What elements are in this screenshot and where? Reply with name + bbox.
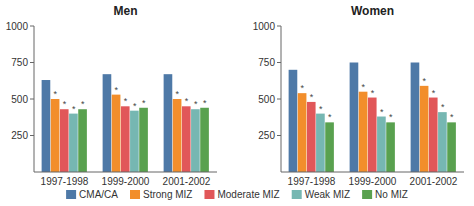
annotation: *: [72, 104, 76, 114]
bar: [191, 109, 200, 172]
legend-swatch: [66, 190, 76, 199]
legend-swatch: [204, 190, 214, 199]
bar: [182, 106, 191, 172]
bar: [420, 86, 429, 172]
y-tick-label: 1000: [6, 21, 29, 32]
bar: [130, 111, 139, 172]
bar: [200, 108, 209, 172]
annotation: *: [389, 112, 393, 122]
legend: CMA/CA Strong MIZ Moderate MIZ Weak MIZ No M…: [66, 189, 408, 200]
legend-label: Weak MIZ: [305, 189, 350, 200]
annotation: *: [423, 76, 427, 86]
legend-label: No MIZ: [375, 189, 408, 200]
legend-label: CMA/CA: [79, 189, 118, 200]
panel: Women 250 500 750 1000 1997-1998 1999-2000 2001…: [253, 4, 464, 187]
bar: [121, 106, 130, 172]
title: Men: [114, 4, 138, 18]
title: Women: [351, 4, 394, 18]
annotation: *: [115, 85, 119, 95]
bar: [307, 102, 316, 172]
legend-label: Moderate MIZ: [217, 189, 279, 200]
y-tick: [30, 26, 34, 27]
bar: [411, 63, 420, 173]
bar: [438, 112, 447, 172]
bar: [78, 109, 87, 172]
bar: [429, 98, 438, 172]
annotation: *: [63, 99, 67, 109]
x-axis: [34, 172, 217, 173]
y-tick: [277, 135, 281, 136]
legend-swatch: [292, 190, 302, 199]
annotation: *: [450, 112, 454, 122]
panel: Men 250 500 750 1000 1997-1998 1999-2000 2001-2…: [6, 4, 217, 187]
y-tick-label: 250: [11, 130, 28, 141]
x-tick-label: 2001-2002: [410, 176, 458, 187]
annotation: *: [371, 88, 375, 98]
bar: [69, 114, 78, 172]
annotation: *: [185, 96, 189, 106]
bar: [447, 122, 456, 172]
annotation: *: [194, 99, 198, 109]
annotation: *: [362, 82, 366, 92]
bar: [103, 74, 112, 172]
annotation: *: [301, 83, 305, 93]
bar: [289, 70, 298, 172]
bar: [51, 99, 60, 172]
annotation: *: [124, 96, 128, 106]
y-axis: [281, 26, 282, 172]
annotation: *: [142, 98, 146, 108]
y-tick: [30, 62, 34, 63]
annotation: *: [319, 104, 323, 114]
y-tick: [277, 62, 281, 63]
y-axis: [34, 26, 35, 172]
annotation: *: [133, 101, 137, 111]
x-tick-label: 1997-1998: [41, 176, 89, 187]
bar: [368, 98, 377, 172]
legend-label: Strong MIZ: [143, 189, 192, 200]
x-axis: [281, 172, 464, 173]
y-tick-label: 1000: [253, 21, 276, 32]
y-tick-label: 250: [258, 130, 275, 141]
annotation: *: [176, 89, 180, 99]
bar: [60, 109, 69, 172]
bar: [325, 122, 334, 172]
annotation: *: [432, 88, 436, 98]
y-tick: [30, 135, 34, 136]
legend-swatch: [362, 190, 372, 199]
annotation: *: [203, 98, 207, 108]
bar: [359, 92, 368, 172]
x-tick-label: 2001-2002: [163, 176, 211, 187]
annotation: *: [328, 112, 332, 122]
bar: [173, 99, 182, 172]
bar: [164, 74, 173, 172]
y-tick-label: 500: [258, 94, 275, 105]
y-tick: [277, 99, 281, 100]
x-tick-label: 1999-2000: [102, 176, 150, 187]
chart: Men 250 500 750 1000 1997-1998 1999-2000 2001-2…: [0, 0, 474, 206]
bars: [42, 74, 209, 172]
x-tick-label: 1999-2000: [349, 176, 397, 187]
y-tick-label: 750: [258, 57, 275, 68]
bar: [298, 93, 307, 172]
y-tick: [30, 99, 34, 100]
y-tick-label: 500: [11, 94, 28, 105]
y-tick: [277, 26, 281, 27]
bars: [289, 63, 456, 173]
bar: [350, 63, 359, 173]
bar: [377, 117, 386, 172]
bar: [42, 80, 51, 172]
bar: [139, 108, 148, 172]
x-tick-label: 1997-1998: [288, 176, 336, 187]
annotation: *: [310, 92, 314, 102]
y-tick-label: 750: [11, 57, 28, 68]
annotation: *: [380, 107, 384, 117]
annotation: *: [54, 89, 58, 99]
annotation: *: [81, 99, 85, 109]
bar: [316, 114, 325, 172]
annotation: *: [441, 102, 445, 112]
bar: [112, 95, 121, 172]
legend-swatch: [130, 190, 140, 199]
bar: [386, 122, 395, 172]
